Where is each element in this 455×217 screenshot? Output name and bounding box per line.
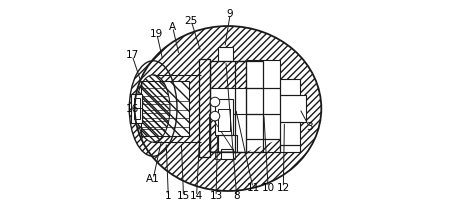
Ellipse shape [136,75,170,142]
Bar [234,61,246,152]
Bar [218,108,230,131]
Bar [214,99,233,135]
Bar [246,139,279,152]
Bar [209,61,262,152]
Bar [279,95,305,122]
Text: 3: 3 [305,122,312,132]
Text: 9: 9 [226,9,233,19]
Bar [234,61,246,88]
Bar [131,94,142,123]
Bar [279,122,299,145]
Bar [246,114,279,139]
Bar [234,61,246,152]
Text: 10: 10 [261,183,274,193]
Circle shape [210,97,219,107]
Bar [153,75,201,142]
Bar [141,81,188,136]
Text: 17: 17 [125,50,138,60]
Text: 12: 12 [276,183,289,193]
Text: 19: 19 [150,29,163,39]
Bar [246,88,279,114]
Text: 1: 1 [165,191,171,201]
Bar [198,59,209,157]
Polygon shape [214,152,234,159]
Text: A1: A1 [146,174,160,184]
Circle shape [210,111,219,121]
Bar [246,114,279,139]
Bar [141,81,188,136]
Bar [246,60,279,88]
Bar [279,122,299,145]
Bar [246,88,279,114]
Bar [153,75,201,142]
Bar [218,108,230,131]
Bar [279,95,305,122]
Bar [218,47,233,61]
Text: 11: 11 [246,183,259,193]
Bar [209,61,262,152]
Bar [221,149,233,159]
Bar [218,135,236,152]
Bar [279,79,299,95]
Bar [246,139,279,152]
Ellipse shape [134,26,321,191]
Bar [198,59,209,157]
Bar [246,60,279,88]
Text: 8: 8 [233,191,239,201]
Text: 15: 15 [177,191,190,201]
Text: 25: 25 [184,16,197,26]
Bar [279,79,299,95]
Text: 14: 14 [189,191,203,201]
Text: 16: 16 [126,104,139,113]
Bar [141,81,188,136]
Bar [214,99,233,135]
Ellipse shape [129,61,177,156]
Text: 13: 13 [209,191,222,201]
Bar [279,145,299,152]
Text: A: A [169,22,176,32]
Bar [209,61,262,88]
Bar [133,98,140,119]
Bar [198,59,209,157]
Bar [279,145,299,152]
